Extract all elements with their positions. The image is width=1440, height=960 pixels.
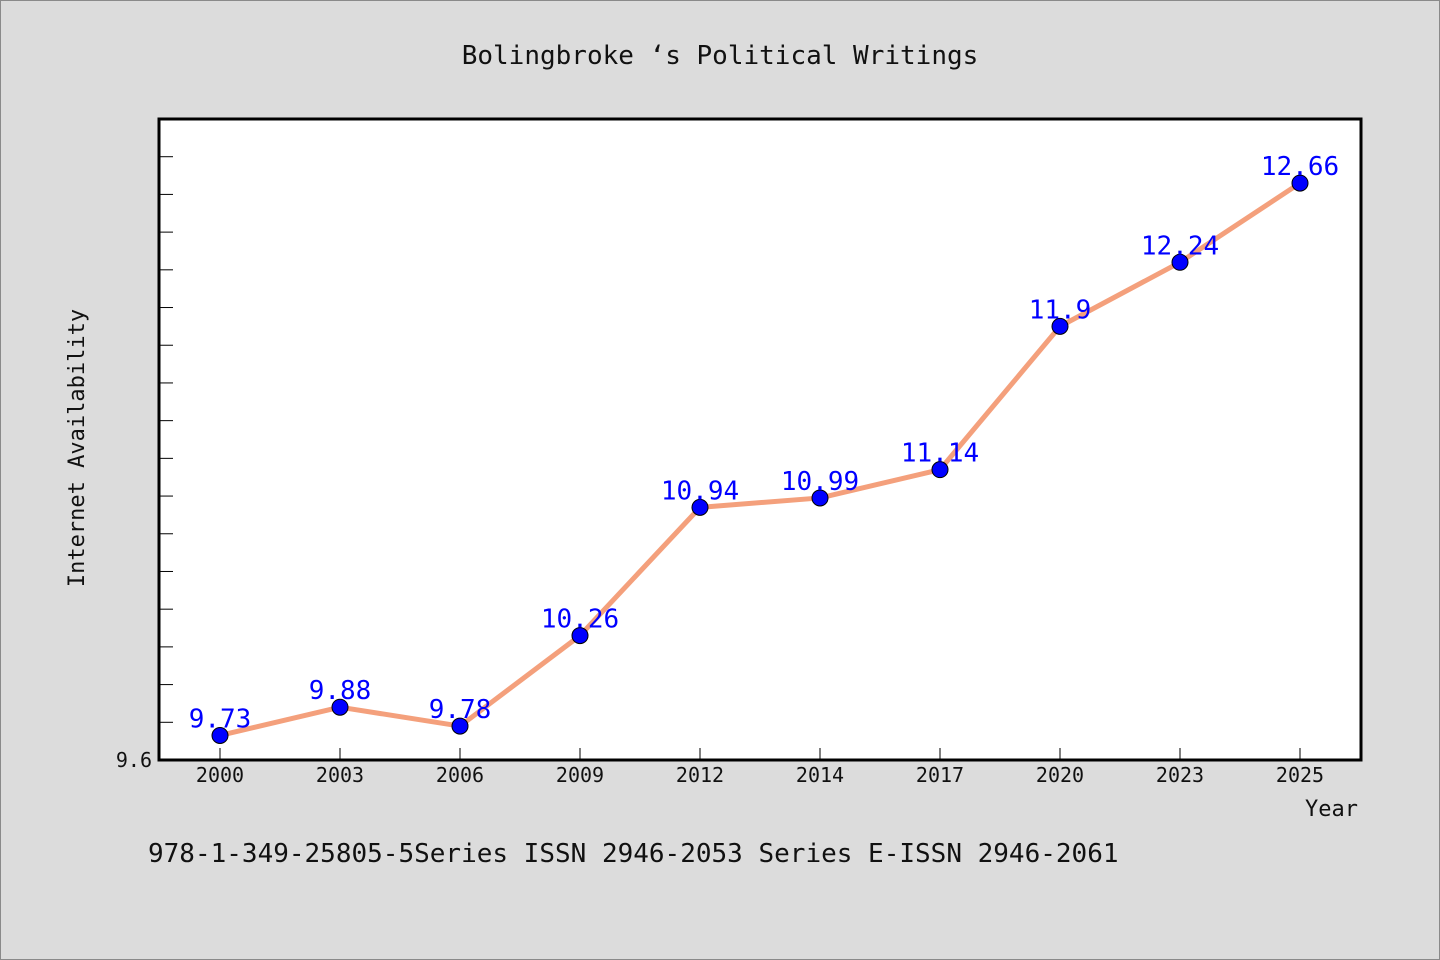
- data-label-2000: 9.73: [189, 704, 252, 734]
- data-label-2012: 10.94: [661, 476, 739, 506]
- data-label-2023: 12.24: [1141, 231, 1219, 261]
- chart-title: Bolingbroke ‘s Political Writings: [462, 41, 979, 71]
- data-point-2014: [811, 489, 829, 507]
- data-label-2014: 10.99: [781, 467, 859, 497]
- x-tick-label-2000: 2000: [196, 763, 244, 787]
- y-tick-label: 9.6: [116, 748, 152, 772]
- data-point-2020: [1051, 317, 1069, 335]
- data-label-2020: 11.9: [1029, 295, 1092, 325]
- y-axis-ticks: [159, 156, 173, 723]
- data-point-2006: [451, 717, 469, 735]
- data-point-2023: [1171, 253, 1189, 271]
- x-tick-label-2003: 2003: [316, 763, 364, 787]
- x-tick-label-2006: 2006: [436, 763, 484, 787]
- x-tick-label-2014: 2014: [796, 763, 844, 787]
- x-axis-label: Year: [1305, 797, 1358, 822]
- x-tick-label-2020: 2020: [1036, 763, 1084, 787]
- series-line: [217, 180, 1303, 738]
- data-point-2017: [931, 461, 949, 479]
- data-label-2025: 12.66: [1261, 152, 1339, 182]
- y-axis-label: Internet Availability: [65, 309, 90, 587]
- x-tick-label-2012: 2012: [676, 763, 724, 787]
- data-label-2017: 11.14: [901, 439, 979, 469]
- x-tick-label-2017: 2017: [916, 763, 964, 787]
- data-label-2003: 9.88: [309, 676, 372, 706]
- series-line-group: [211, 174, 1309, 744]
- footer-text: 978-1-349-25805-5Series ISSN 2946-2053 S…: [148, 839, 1119, 869]
- x-tick-label-2009: 2009: [556, 763, 604, 787]
- data-point-2012: [691, 498, 709, 516]
- data-point-2000: [211, 726, 229, 744]
- plot-area: [157, 117, 1363, 762]
- x-tick-label-2023: 2023: [1156, 763, 1204, 787]
- x-axis-ticks: [219, 748, 1301, 760]
- data-label-2006: 9.78: [429, 695, 492, 725]
- data-label-2009: 10.26: [541, 605, 619, 635]
- data-point-2009: [571, 627, 589, 645]
- data-point-2003: [331, 698, 349, 716]
- data-point-2025: [1291, 174, 1309, 192]
- x-tick-label-2025: 2025: [1276, 763, 1324, 787]
